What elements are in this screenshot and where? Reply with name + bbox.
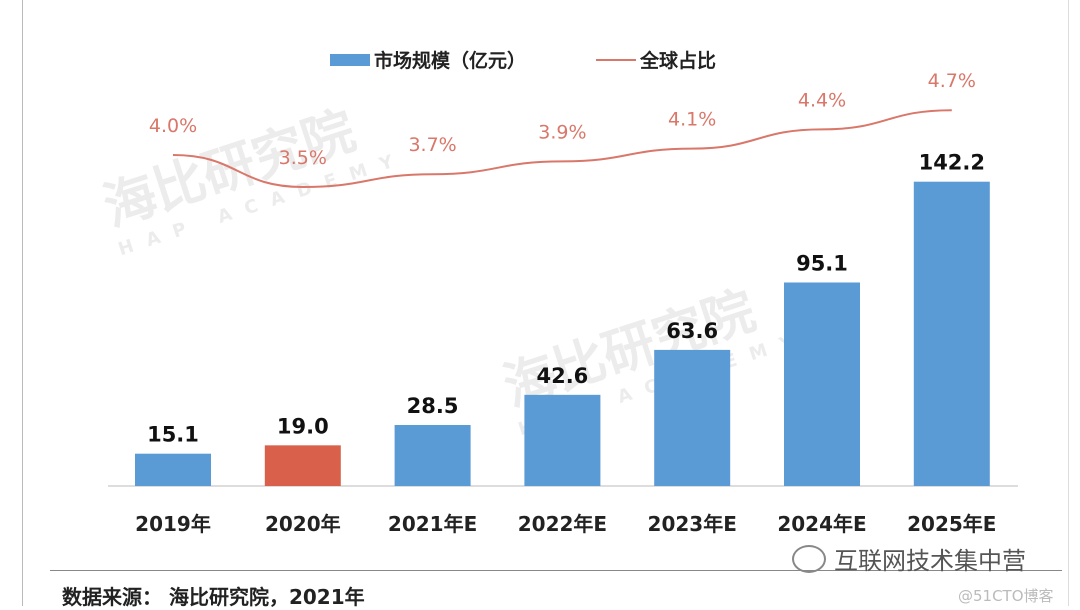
bar xyxy=(654,349,731,486)
wechat-icon xyxy=(792,544,826,573)
bar xyxy=(135,453,211,486)
line-value-label: 3.5% xyxy=(279,147,327,169)
x-tick-label: 2020年 xyxy=(265,512,341,536)
frame-right xyxy=(1068,0,1069,606)
x-tick-label: 2019年 xyxy=(135,512,211,536)
source-note: 数据来源： 海比研究院，2021年 xyxy=(62,585,365,609)
wechat-account: 互联网技术集中营 xyxy=(834,547,1026,575)
legend: 市场规模（亿元） 全球占比 xyxy=(330,46,716,73)
bar xyxy=(394,425,471,486)
bar-value-label: 15.1 xyxy=(147,423,199,447)
x-tick-label: 2023年E xyxy=(648,512,737,536)
bar xyxy=(784,282,860,486)
x-tick-label: 2022年E xyxy=(518,512,607,536)
bar xyxy=(264,445,341,486)
x-tick-label: 2025年E xyxy=(907,512,996,536)
line-value-label: 4.7% xyxy=(928,70,976,92)
bar-value-label: 28.5 xyxy=(407,394,459,418)
bar-value-label: 19.0 xyxy=(277,414,329,438)
bar-value-label: 142.2 xyxy=(919,151,985,175)
line-value-label: 3.9% xyxy=(538,121,586,143)
line-value-label: 4.1% xyxy=(668,109,716,131)
legend-line-label: 全球占比 xyxy=(640,50,717,72)
line-value-label: 4.4% xyxy=(798,89,846,111)
wechat-watermark: 互联网技术集中营 xyxy=(792,541,1026,576)
bar xyxy=(913,181,990,486)
blog-watermark: @51CTO博客 xyxy=(958,587,1054,605)
share-line xyxy=(172,109,952,189)
separator xyxy=(50,570,1062,571)
frame-left xyxy=(22,0,23,606)
line-value-label: 4.0% xyxy=(149,115,197,137)
bar-value-label: 63.6 xyxy=(666,319,718,343)
x-tick-label: 2024年E xyxy=(777,512,866,536)
legend-bar-label: 市场规模（亿元） xyxy=(374,50,527,72)
bar xyxy=(524,394,601,486)
legend-line-swatch xyxy=(596,58,637,61)
x-tick-label: 2021年E xyxy=(388,512,477,536)
legend-bar-swatch xyxy=(330,53,370,66)
line-value-label: 3.7% xyxy=(408,134,456,156)
bar-value-label: 95.1 xyxy=(796,251,848,275)
bar-value-label: 42.6 xyxy=(536,364,588,388)
